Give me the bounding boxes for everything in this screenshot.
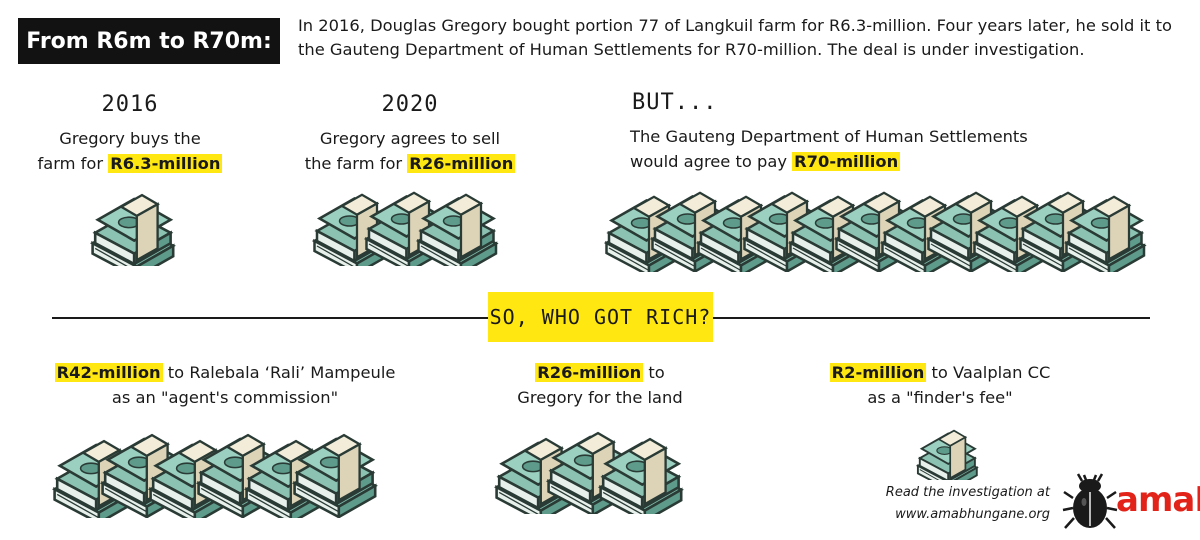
caption-line: the farm for R26-million [304, 154, 516, 173]
step-2016-caption: Gregory buys the farm for R6.3-million [30, 126, 230, 176]
recipient-mampeule-caption: R42-million to Ralebala ‘Rali’ Mampeule … [40, 360, 410, 410]
page-title: From R6m to R70m: [18, 18, 280, 64]
caption-line: The Gauteng Department of Human Settleme… [630, 127, 1028, 146]
money-stack-icon [91, 193, 175, 266]
website-link[interactable]: www.amabhungane.org [895, 507, 1050, 522]
caption-line: as a "finder's fee" [867, 388, 1013, 407]
caption-line: R42-million to Ralebala ‘Rali’ Mampeule [54, 363, 396, 382]
caption-line: R2-million to Vaalplan CC [829, 363, 1051, 382]
caption-line: farm for R6.3-million [37, 154, 223, 173]
who-got-rich-label: SO, WHO GOT RICH? [488, 292, 713, 342]
caption-line: Gregory agrees to sell [319, 129, 501, 148]
money-stacks-icon [605, 191, 1146, 272]
money-stacks-icon [313, 191, 498, 266]
intro-text: In 2016, Douglas Gregory bought portion … [298, 16, 1172, 59]
caption-line: Gregory buys the [59, 129, 201, 148]
step-but-heading: BUT... [632, 90, 718, 115]
read-investigation-note: Read the investigation at www.amabhungan… [850, 482, 1050, 526]
caption-line: would agree to pay R70-million [630, 152, 901, 171]
recipient-gregory-caption: R26-million to Gregory for the land [480, 360, 720, 410]
read-line: Read the investigation at [885, 485, 1050, 500]
dung-beetle-icon [1062, 473, 1118, 529]
money-stacks-icon [495, 431, 683, 514]
caption-line: R26-million to [535, 363, 665, 382]
caption-line: Gregory for the land [517, 388, 683, 407]
amount-highlight: R42-million [54, 363, 163, 382]
money-stacks-icon [53, 433, 377, 518]
step-2016-heading: 2016 [101, 92, 159, 117]
amount-highlight: R2-million [829, 363, 927, 382]
step-2020-caption: Gregory agrees to sell the farm for R26-… [300, 126, 520, 176]
amount-highlight: R70-million [792, 152, 901, 171]
amount-highlight: R6.3-million [108, 154, 223, 173]
recipient-vaalplan-caption: R2-million to Vaalplan CC as a "finder's… [820, 360, 1060, 410]
caption-line: as an "agent's commission" [111, 388, 339, 407]
step-2020-heading: 2020 [381, 92, 439, 117]
step-but-caption: The Gauteng Department of Human Settleme… [630, 124, 1050, 174]
money-stack-icon [916, 429, 978, 480]
brand-logo: amaB [1116, 480, 1200, 520]
amount-highlight: R26-million [535, 363, 644, 382]
amount-highlight: R26-million [407, 154, 516, 173]
